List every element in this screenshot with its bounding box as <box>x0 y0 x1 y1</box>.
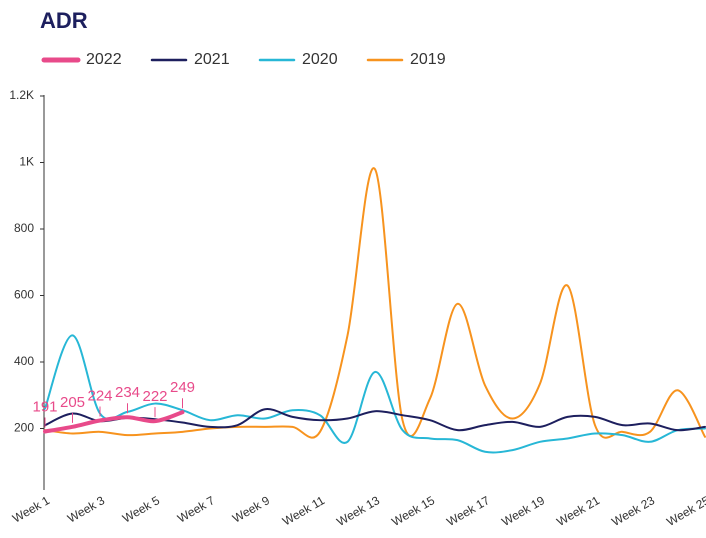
legend-label: 2022 <box>86 51 122 68</box>
x-tick-label: Week 19 <box>499 493 547 529</box>
data-label: 249 <box>170 379 195 396</box>
x-tick-label: Week 3 <box>65 493 107 526</box>
legend: 2022 2021 2020 2019 <box>41 51 446 68</box>
x-tick-label: Week 11 <box>280 493 327 528</box>
y-tick-label: 800 <box>14 221 34 235</box>
x-tick-label: Week 23 <box>609 493 657 529</box>
x-tick-label: Week 21 <box>554 493 602 529</box>
x-tick-label: Week 17 <box>444 493 492 529</box>
legend-label: 2020 <box>302 51 338 68</box>
legend-label: 2021 <box>194 51 230 68</box>
data-label: 205 <box>60 394 85 411</box>
x-tick-label: Week 7 <box>175 493 217 526</box>
data-label: 191 <box>32 398 57 415</box>
x-tick-label: Week 25 <box>664 493 706 529</box>
y-tick-label: 200 <box>14 421 34 435</box>
data-label: 224 <box>87 387 112 404</box>
y-tick-label: 1.2K <box>9 88 34 102</box>
y-tick-label: 600 <box>14 288 34 302</box>
x-tick-label: Week 1 <box>10 493 52 526</box>
y-tick-label: 400 <box>14 354 34 368</box>
x-tick-label: Week 13 <box>334 493 382 529</box>
chart-title: ADR <box>40 8 88 33</box>
legend-label: 2019 <box>410 51 446 68</box>
data-label: 222 <box>142 388 167 405</box>
y-tick-label: 1K <box>19 155 34 169</box>
series-line <box>44 167 706 439</box>
series-line <box>43 410 185 434</box>
x-tick-label: Week 9 <box>230 493 272 526</box>
series-line <box>44 334 706 454</box>
x-tick-label: Week 5 <box>120 493 162 526</box>
data-label: 234 <box>115 384 140 401</box>
x-tick-label: Week 15 <box>389 493 437 529</box>
